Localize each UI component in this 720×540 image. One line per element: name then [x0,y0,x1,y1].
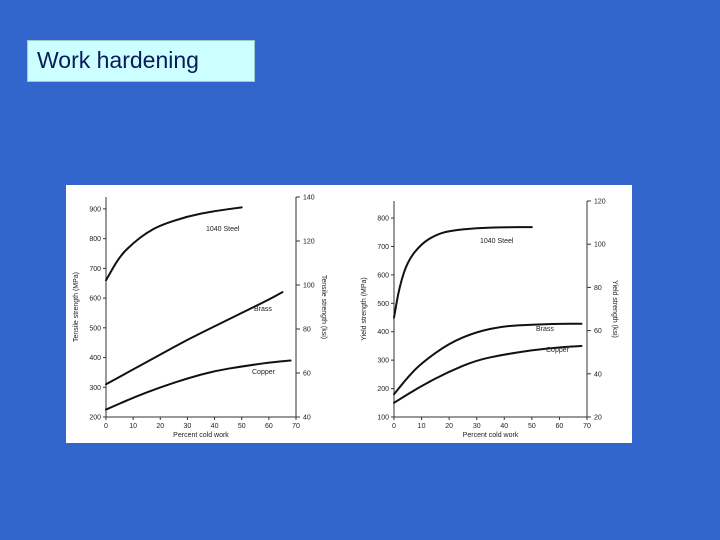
chart1-series-brass-label: Brass [254,306,272,313]
chart1-y-tick-label: 800 [89,236,101,243]
chart1-x-tick-label: 30 [184,423,192,430]
chart1-y-tick-label: 400 [89,355,101,362]
chart2-series-copper-line [393,344,583,404]
figure-panel: 0 10 20 30 40 50 60 70 200 300 400 500 600 700 800 900 4… [66,185,632,443]
chart1-y-tick-label: 200 [89,415,101,422]
chart2-x-tick-label: 30 [473,423,481,430]
chart1-series-1040-steel-label: 1040 Steel [206,226,240,233]
chart1-y-tick-label: 500 [89,325,101,332]
chart2-y-right-axis-label: Yield strength (ksi) [611,280,618,338]
chart1-y-right-tick-label: 60 [303,371,311,378]
chart1-y-right-tick-label: 140 [303,195,315,202]
chart2-y-tick-label: 300 [377,358,389,365]
chart1-y-right-tick-label: 100 [303,283,315,290]
chart2-x-axis-label: Percent cold work [463,432,519,439]
chart2-y-right-tick-label: 60 [594,328,602,335]
chart2-x-tick-label: 50 [528,423,536,430]
chart1-x-tick-label: 20 [156,423,164,430]
chart1-y-right-tick-label: 80 [303,327,311,334]
chart2-series-brass-line [393,322,583,396]
chart1-x-tick-label: 50 [238,423,246,430]
chart1-x-axis-label: Percent cold work [173,432,229,439]
chart1-series-copper-line [105,359,292,411]
chart2-series-1040-steel-label: 1040 Steel [480,238,514,245]
chart2-x-tick-label: 60 [556,423,564,430]
chart1-series-1040-steel-line [105,206,243,282]
chart2-y-tick-label: 100 [377,415,389,422]
chart2-y-right-tick-label: 20 [594,415,602,422]
chart2-y-tick-label: 700 [377,244,389,251]
chart2-y-tick-label: 400 [377,329,389,336]
chart2-y-tick-label: 500 [377,301,389,308]
chart2-x-tick-label: 40 [500,423,508,430]
chart2-y-right-tick-label: 40 [594,371,602,378]
charts-svg: 0 10 20 30 40 50 60 702003004005006007008009004… [73,195,618,440]
chart1-series-brass-line [105,291,284,386]
chart1-x-tick-label: 0 [104,423,108,430]
chart1-y-right-tick-label: 40 [303,415,311,422]
chart2-y-right-tick-label: 120 [594,199,606,206]
chart1-y-right-tick-label: 120 [303,239,315,246]
chart1-x-tick-label: 60 [265,423,273,430]
chart1-y-tick-label: 600 [89,296,101,303]
slide-title: Work hardening [37,47,199,73]
chart1-x-tick-label: 70 [292,423,300,430]
chart2-y-tick-label: 600 [377,272,389,279]
chart2-y-tick-label: 800 [377,216,389,223]
chart2-series-copper-label: Copper [546,347,570,354]
chart2-y-right-tick-label: 80 [594,285,602,292]
chart2-x-tick-label: 10 [418,423,426,430]
chart1-y-tick-label: 300 [89,385,101,392]
chart2-series-brass-label: Brass [536,326,554,333]
chart1-series-copper-label: Copper [252,369,276,376]
chart1-y-tick-label: 900 [89,206,101,213]
chart1-y-right-axis-label: Tensile strength (ksi) [320,275,327,339]
chart2-x-tick-label: 20 [445,423,453,430]
chart1-y-axis-label: Tensile strength (MPa) [73,272,80,342]
chart2-x-tick-label: 70 [583,423,591,430]
chart2-y-tick-label: 200 [377,386,389,393]
chart1-x-tick-label: 40 [211,423,219,430]
chart2-series-1040-steel-line [393,226,533,319]
chart1-y-tick-label: 700 [89,266,101,273]
chart1-x-tick-label: 10 [129,423,137,430]
slide-title-box: Work hardening [27,40,255,82]
chart2-y-right-tick-label: 100 [594,242,606,249]
chart2-y-axis-label: Yield strength (MPa) [361,277,368,341]
chart2-x-tick-label: 0 [392,423,396,430]
